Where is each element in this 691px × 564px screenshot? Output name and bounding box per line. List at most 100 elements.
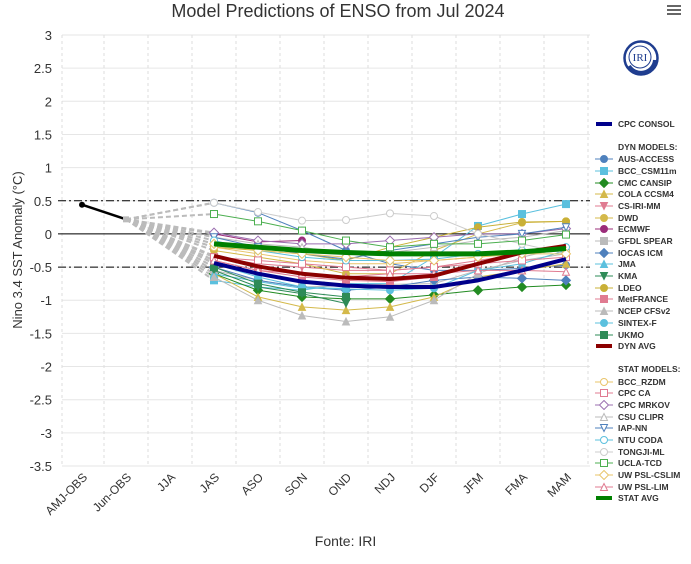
obs-connector [125,213,215,221]
data-point [599,201,609,211]
legend-item-bcc-csm11m[interactable]: BCC_CSM11m [594,165,691,177]
data-point [598,177,610,188]
data-point [254,217,262,226]
y-tick-label: -1 [40,293,52,308]
legend: CPC CONSOL DYN MODELS: AUS-ACCESS BCC_CSM11… [594,118,691,504]
data-point [599,412,609,421]
legend-label: NCEP CFSv2 [618,306,671,317]
data-point [600,283,608,292]
y-tick-label: 0 [45,227,52,242]
obs-connector [125,218,215,278]
legend-item-tongji-ml[interactable]: TONGJI-ML [594,446,691,458]
legend-label: CSU CLIPR [618,411,664,422]
legend-symbol [596,496,612,501]
legend-symbol [596,121,612,126]
legend-symbol [595,482,613,491]
legend-item-gfdl-spear[interactable]: GFDL SPEAR [594,235,691,247]
legend-label: CPC MRKOV [618,399,670,410]
data-point [600,318,608,327]
legend-spacer [594,130,691,142]
data-point [600,213,608,222]
legend-symbol [595,177,613,188]
data-point [210,210,218,219]
data-point [342,292,350,301]
legend-item-iap-nn[interactable]: IAP-NN [594,423,691,435]
observed-point [123,216,129,223]
data-point [600,389,608,398]
legend-item-ecmwf[interactable]: ECMWF [594,224,691,236]
legend-item-csu-clipr[interactable]: CSU CLIPR [594,411,691,423]
legend-item-jma[interactable]: JMA [594,259,691,271]
y-tick-label: 0.5 [34,194,52,209]
legend-item-cmc-cansip[interactable]: CMC CANSIP [594,177,691,189]
legend-label: KMA [618,271,638,282]
legend-item-metfrance[interactable]: MetFRANCE [594,294,691,306]
legend-item-stat-avg[interactable]: STAT AVG [594,493,691,505]
legend-item-cpc-consol[interactable]: CPC CONSOL [594,118,691,130]
legend-symbol [595,237,613,246]
data-point [600,330,608,339]
x-tick-label: MAM [544,470,574,500]
legend-label: SINTEX-F [618,317,657,328]
obs-connector [125,201,215,221]
observed-series [79,201,129,223]
data-point [599,424,609,433]
legend-item-iocas-icm[interactable]: IOCAS ICM [594,247,691,259]
data-point [298,216,306,225]
legend-item-sintex-f[interactable]: SINTEX-F [594,317,691,329]
data-point [600,295,608,304]
legend-item-ldeo[interactable]: LDEO [594,282,691,294]
observed-point [79,201,85,208]
data-point [341,316,351,326]
series-line [213,266,347,298]
legend-item-ncep-cfsv2[interactable]: NCEP CFSv2 [594,305,691,317]
series-lines [208,198,572,326]
legend-item-cs-iri-mm[interactable]: CS-IRI-MM [594,200,691,212]
legend-item-cpc-ca[interactable]: CPC CA [594,387,691,399]
x-tick-label: Jun-OBS [90,470,134,514]
legend-symbol [595,377,613,386]
legend-symbol [595,399,613,410]
data-point [253,295,263,305]
legend-item-cola-ccsm4[interactable]: COLA CCSM4 [594,188,691,200]
legend-label: BCC_CSM11m [618,165,677,176]
legend-symbol [595,412,613,421]
legend-symbol [595,459,613,468]
legend-item-uw-psl-cslim[interactable]: UW PSL-CSLIM [594,469,691,481]
legend-item-ntu-coda[interactable]: NTU CODA [594,434,691,446]
legend-item-ucla-tcd[interactable]: UCLA-TCD [594,458,691,470]
legend-item-uw-psl-lim[interactable]: UW PSL-LIM [594,481,691,493]
x-tick-label: NDJ [372,470,398,496]
legend-item-ukmo[interactable]: UKMO [594,329,691,341]
legend-item-kma[interactable]: KMA [594,270,691,282]
legend-item-dwd[interactable]: DWD [594,212,691,224]
data-point [600,436,608,445]
x-tick-label: AMJ-OBS [43,470,91,518]
legend-item-dyn-avg[interactable]: DYN AVG [594,340,691,352]
legend-label: CS-IRI-MM [618,200,661,211]
legend-label: IOCAS ICM [618,247,663,258]
obs-connectors [125,201,215,282]
legend-item-bcc-rzdm[interactable]: BCC_RZDM [594,376,691,388]
data-point [600,237,608,246]
y-tick-label: -2 [40,360,52,375]
legend-symbol [595,225,613,234]
legend-item-aus-access[interactable]: AUS-ACCESS [594,153,691,165]
legend-symbol [595,330,613,339]
legend-symbol [595,283,613,292]
data-point [600,377,608,386]
data-point [430,239,438,248]
legend-label: CPC CA [618,388,651,399]
data-point [341,299,351,309]
data-point [600,447,608,456]
x-tick-label: ASO [238,470,266,498]
legend-symbol [596,344,612,349]
data-point [561,223,571,232]
data-point [600,166,608,175]
series-line [213,241,567,257]
legend-symbol [595,272,613,281]
legend-item-cpc-mrkov[interactable]: CPC MRKOV [594,399,691,411]
legend-symbol [595,259,613,269]
hamburger-menu-icon[interactable] [667,3,681,17]
